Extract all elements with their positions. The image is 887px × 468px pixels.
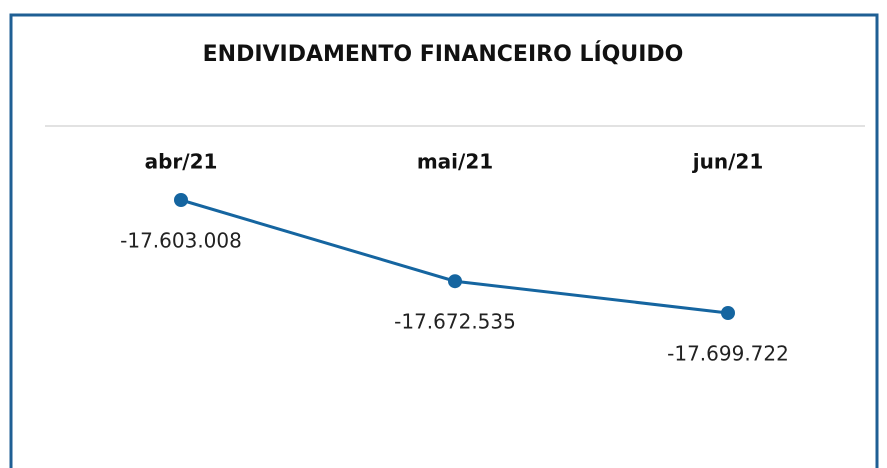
data-label: -17.672.535 [394,310,516,334]
line [180,198,729,315]
frame [9,13,879,468]
point [448,274,462,289]
x-tick-label: jun/21 [692,150,763,174]
chart-title: ENDIVIDAMENTO FINANCEIRO LÍQUIDO [203,41,684,67]
point [174,193,188,207]
data-label: -17.603.008 [120,229,242,253]
point [721,306,735,320]
x-tick-label: abr/21 [145,150,218,174]
x-tick-label: mai/21 [417,150,493,174]
data-label: -17.699.722 [667,342,789,366]
